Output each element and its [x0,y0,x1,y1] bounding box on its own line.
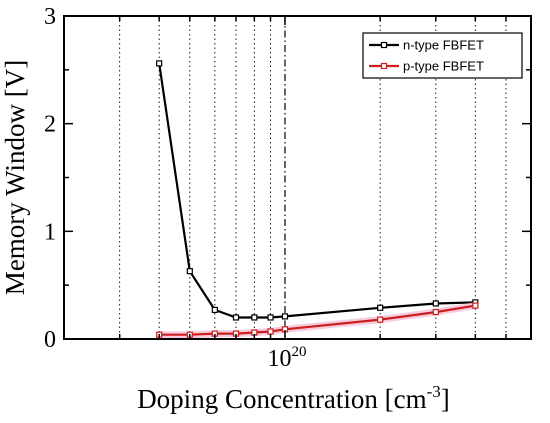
grid-lines [119,16,507,339]
x-axis-title-main: Doping Concentration [cm [137,384,426,414]
data-point [377,304,384,311]
data-point [377,316,384,323]
x-tick-exponent: 20 [291,344,306,360]
data-point [432,308,439,316]
data-point [156,60,163,67]
data-point [211,306,218,314]
axis-ticks [64,15,531,340]
legend-marker [380,41,388,49]
x-tick-label: 1020 [267,344,306,372]
x-axis-title: Doping Concentration [cm-3] [137,382,450,414]
x-axis-title-end: ] [441,384,450,414]
y-tick-label: 1 [44,219,56,245]
legend-label: p-type FBFET [403,59,484,74]
legend-label: n-type FBFET [403,38,484,53]
series-line [159,304,476,336]
series-line [158,63,476,319]
data-point [251,314,258,321]
legend: n-type FBFET p-type FBFET [362,32,523,79]
y-tick-label: 3 [44,4,56,30]
data-point [186,268,193,275]
axis-labels: 0 1 2 3 1020 Doping Concentration [cm-3] Memor… [0,4,450,414]
x-axis-title-exponent: -3 [427,382,441,401]
data-point [281,313,289,320]
data-point [432,300,439,307]
data-point [232,314,240,321]
y-tick-label: 0 [44,327,56,353]
legend-marker [380,62,388,70]
data-point [267,328,274,335]
series-layer [156,60,479,339]
series-halo [159,302,476,339]
y-tick-label: 2 [44,112,56,138]
data-point [267,314,274,321]
legend-box [362,32,523,79]
data-point [472,302,479,309]
y-axis-title: Memory Window [V] [0,60,30,295]
